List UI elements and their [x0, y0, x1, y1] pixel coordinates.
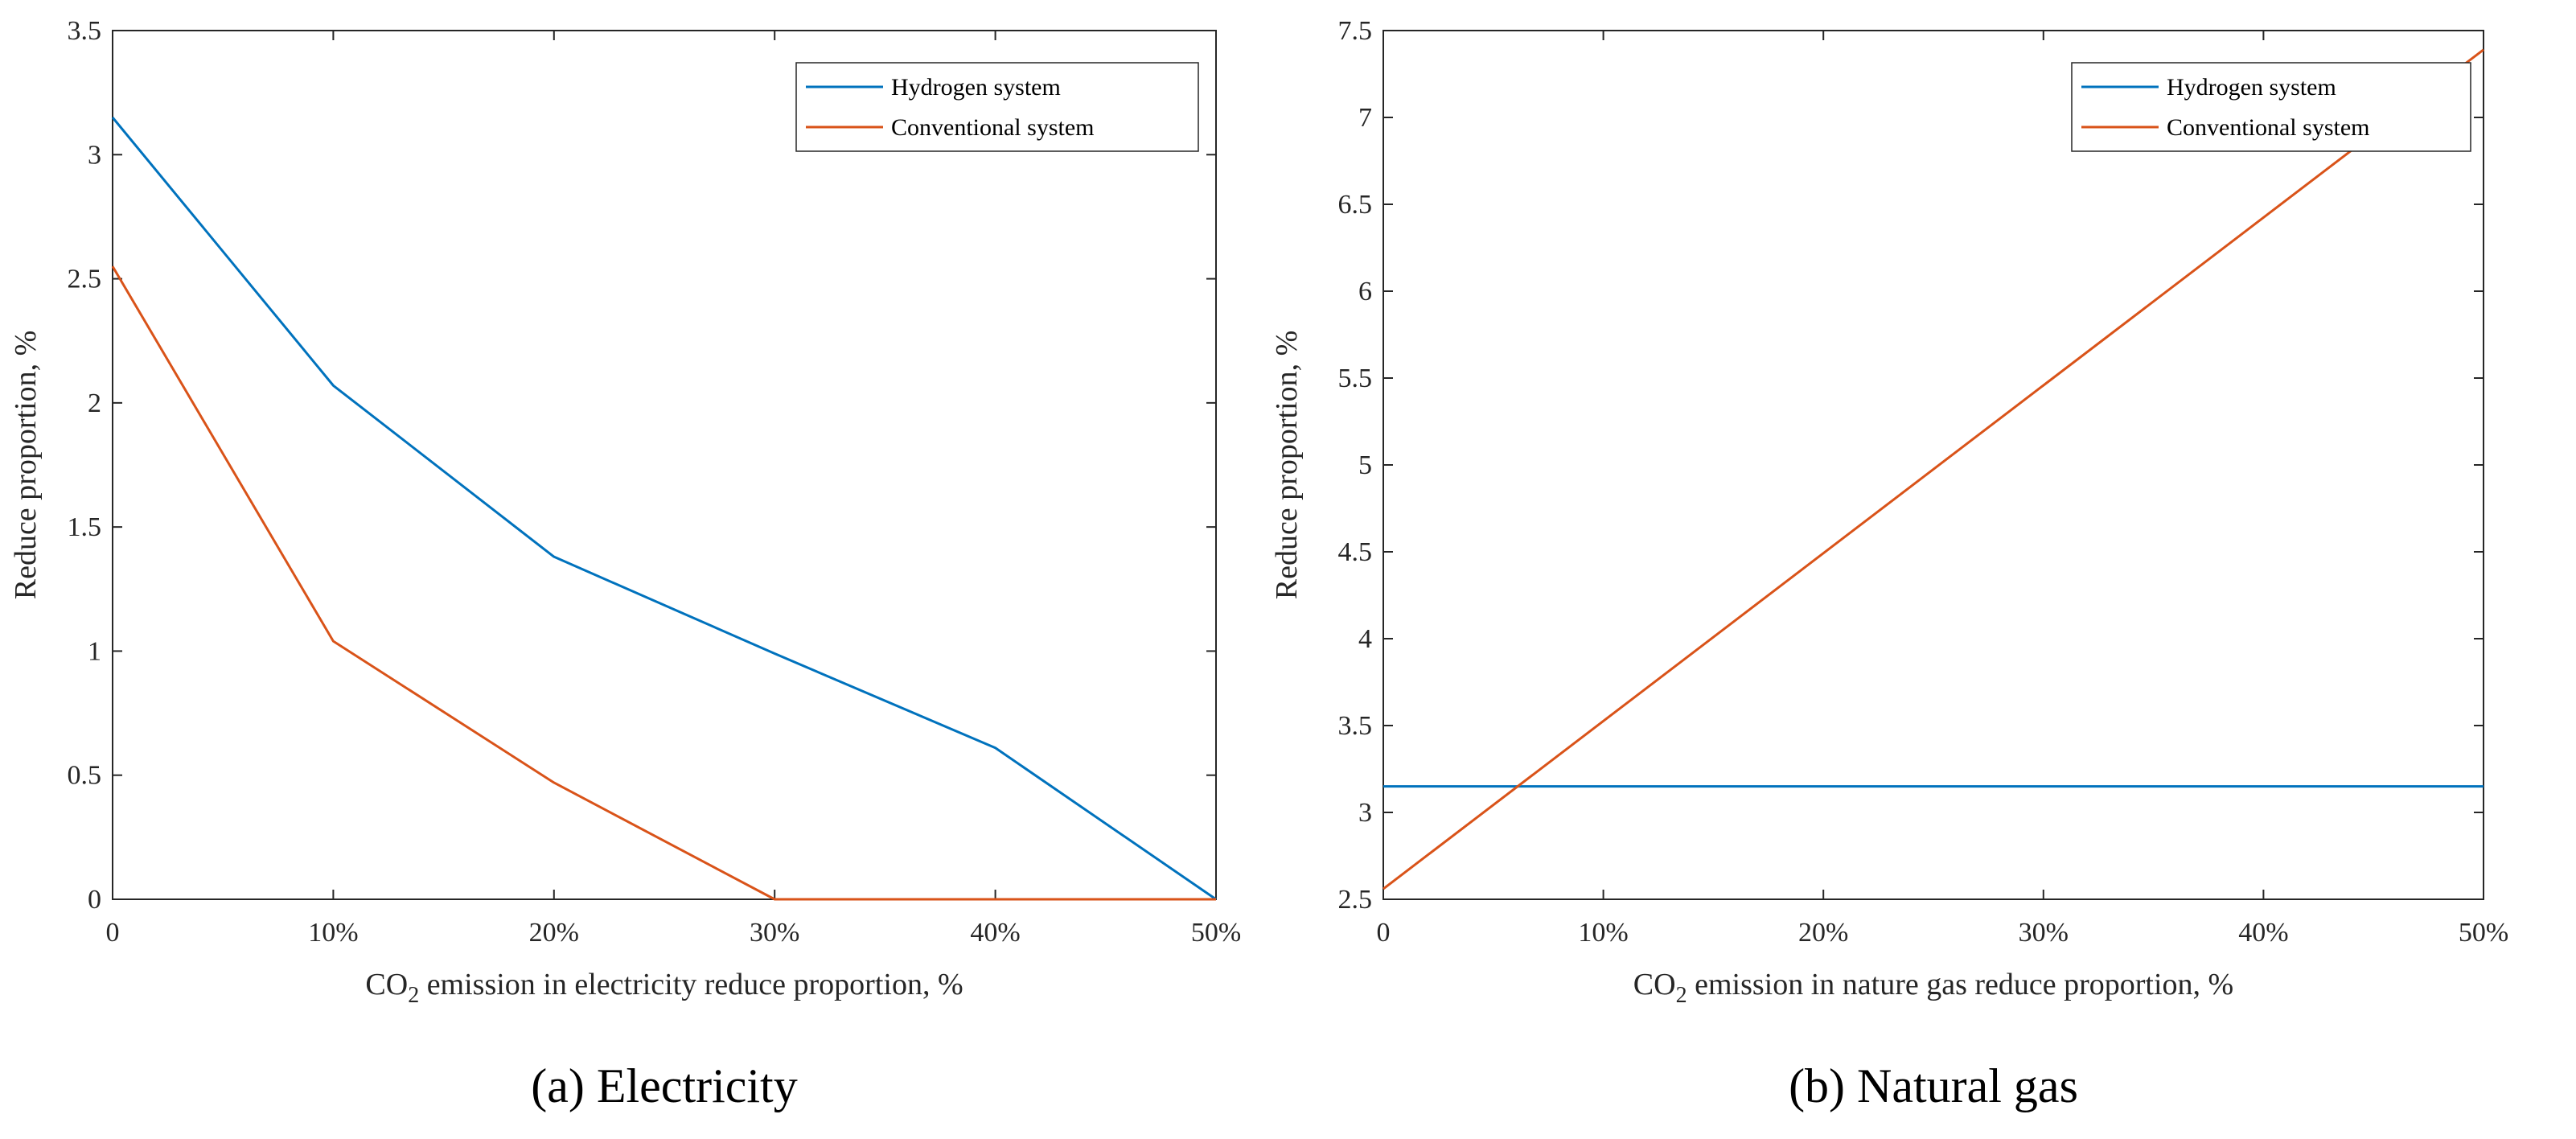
x-tick-label: 40% — [970, 918, 1020, 948]
legend-label: Hydrogen system — [2167, 74, 2336, 101]
y-tick-label: 0 — [88, 885, 101, 915]
plot-frame — [112, 30, 1217, 900]
y-tick-label: 3.5 — [1338, 711, 1373, 741]
y-tick-label: 3.5 — [68, 16, 102, 46]
x-tick-label: 0 — [106, 918, 120, 948]
y-tick-label: 2.5 — [68, 265, 102, 294]
y-tick-label: 1.5 — [68, 512, 102, 542]
y-tick-label: 7 — [1358, 103, 1372, 133]
legend-label: Conventional system — [891, 114, 1094, 141]
series-line-conventional-system — [111, 265, 1216, 901]
series-line-hydrogen-system — [111, 117, 1217, 901]
y-tick-label: 1 — [88, 636, 101, 666]
y-tick-label: 4.5 — [1338, 537, 1373, 567]
legend-label: Hydrogen system — [891, 74, 1061, 101]
x-tick-label: 20% — [1798, 918, 1848, 948]
y-tick-label: 7.5 — [1338, 16, 1373, 46]
x-tick-label: 40% — [2238, 918, 2288, 948]
legend-box — [795, 62, 1199, 152]
figure-caption: (b) Natural gas — [1789, 1059, 2078, 1112]
x-axis-label: CO2 emission in nature gas reduce propor… — [1633, 968, 2233, 1008]
x-axis-label-subscript: 2 — [408, 983, 419, 1008]
x-tick-label: 10% — [308, 918, 358, 948]
x-tick-label: 10% — [1578, 918, 1628, 948]
y-tick-label: 2.5 — [1338, 885, 1373, 915]
y-tick-label: 3 — [1358, 798, 1372, 828]
y-tick-label: 6.5 — [1338, 190, 1373, 220]
y-tick-label: 3 — [88, 140, 101, 170]
y-tick-label: 5.5 — [1338, 364, 1373, 393]
x-tick-label: 50% — [1191, 918, 1241, 948]
series-line-conventional-system — [1382, 48, 2484, 890]
legend-box — [2071, 62, 2471, 152]
x-tick-label: 50% — [2459, 918, 2508, 948]
x-axis-label-part: emission in electricity reduce proportio… — [419, 968, 963, 1001]
x-tick-label: 0 — [1377, 918, 1391, 948]
y-axis-label: Reduce proportion, % — [9, 331, 43, 600]
x-tick-label: 30% — [750, 918, 799, 948]
y-axis-label: Reduce proportion, % — [1270, 331, 1304, 600]
y-tick-label: 5 — [1358, 450, 1372, 480]
x-tick-label: 20% — [529, 918, 579, 948]
plot-frame — [1382, 30, 2484, 900]
figure-caption: (a) Electricity — [531, 1059, 797, 1112]
y-tick-label: 2 — [88, 389, 101, 418]
y-tick-label: 4 — [1358, 624, 1372, 654]
x-axis-label-subscript: 2 — [1676, 983, 1687, 1008]
legend-label: Conventional system — [2167, 114, 2369, 141]
chart-electricity: 0 0.5 1 1.5 2 2.5 3 3.5 0 10% 20% 30% 40% 50% Hydrogen… — [9, 16, 1241, 1112]
x-axis-label-part: emission in nature gas reduce proportion… — [1687, 968, 2234, 1001]
x-tick-label: 30% — [2019, 918, 2069, 948]
chart-natural-gas: 2.5 3 3.5 4 4.5 5 5.5 6 6.5 7 7.5 0 10% 20% 30% 40% 50% H… — [1270, 16, 2508, 1112]
x-axis-label-part: CO — [1633, 968, 1676, 1001]
y-tick-label: 0.5 — [68, 761, 102, 791]
x-axis-label: CO2 emission in electricity reduce propo… — [365, 968, 963, 1008]
y-tick-label: 6 — [1358, 277, 1372, 306]
x-axis-label-part: CO — [365, 968, 408, 1001]
